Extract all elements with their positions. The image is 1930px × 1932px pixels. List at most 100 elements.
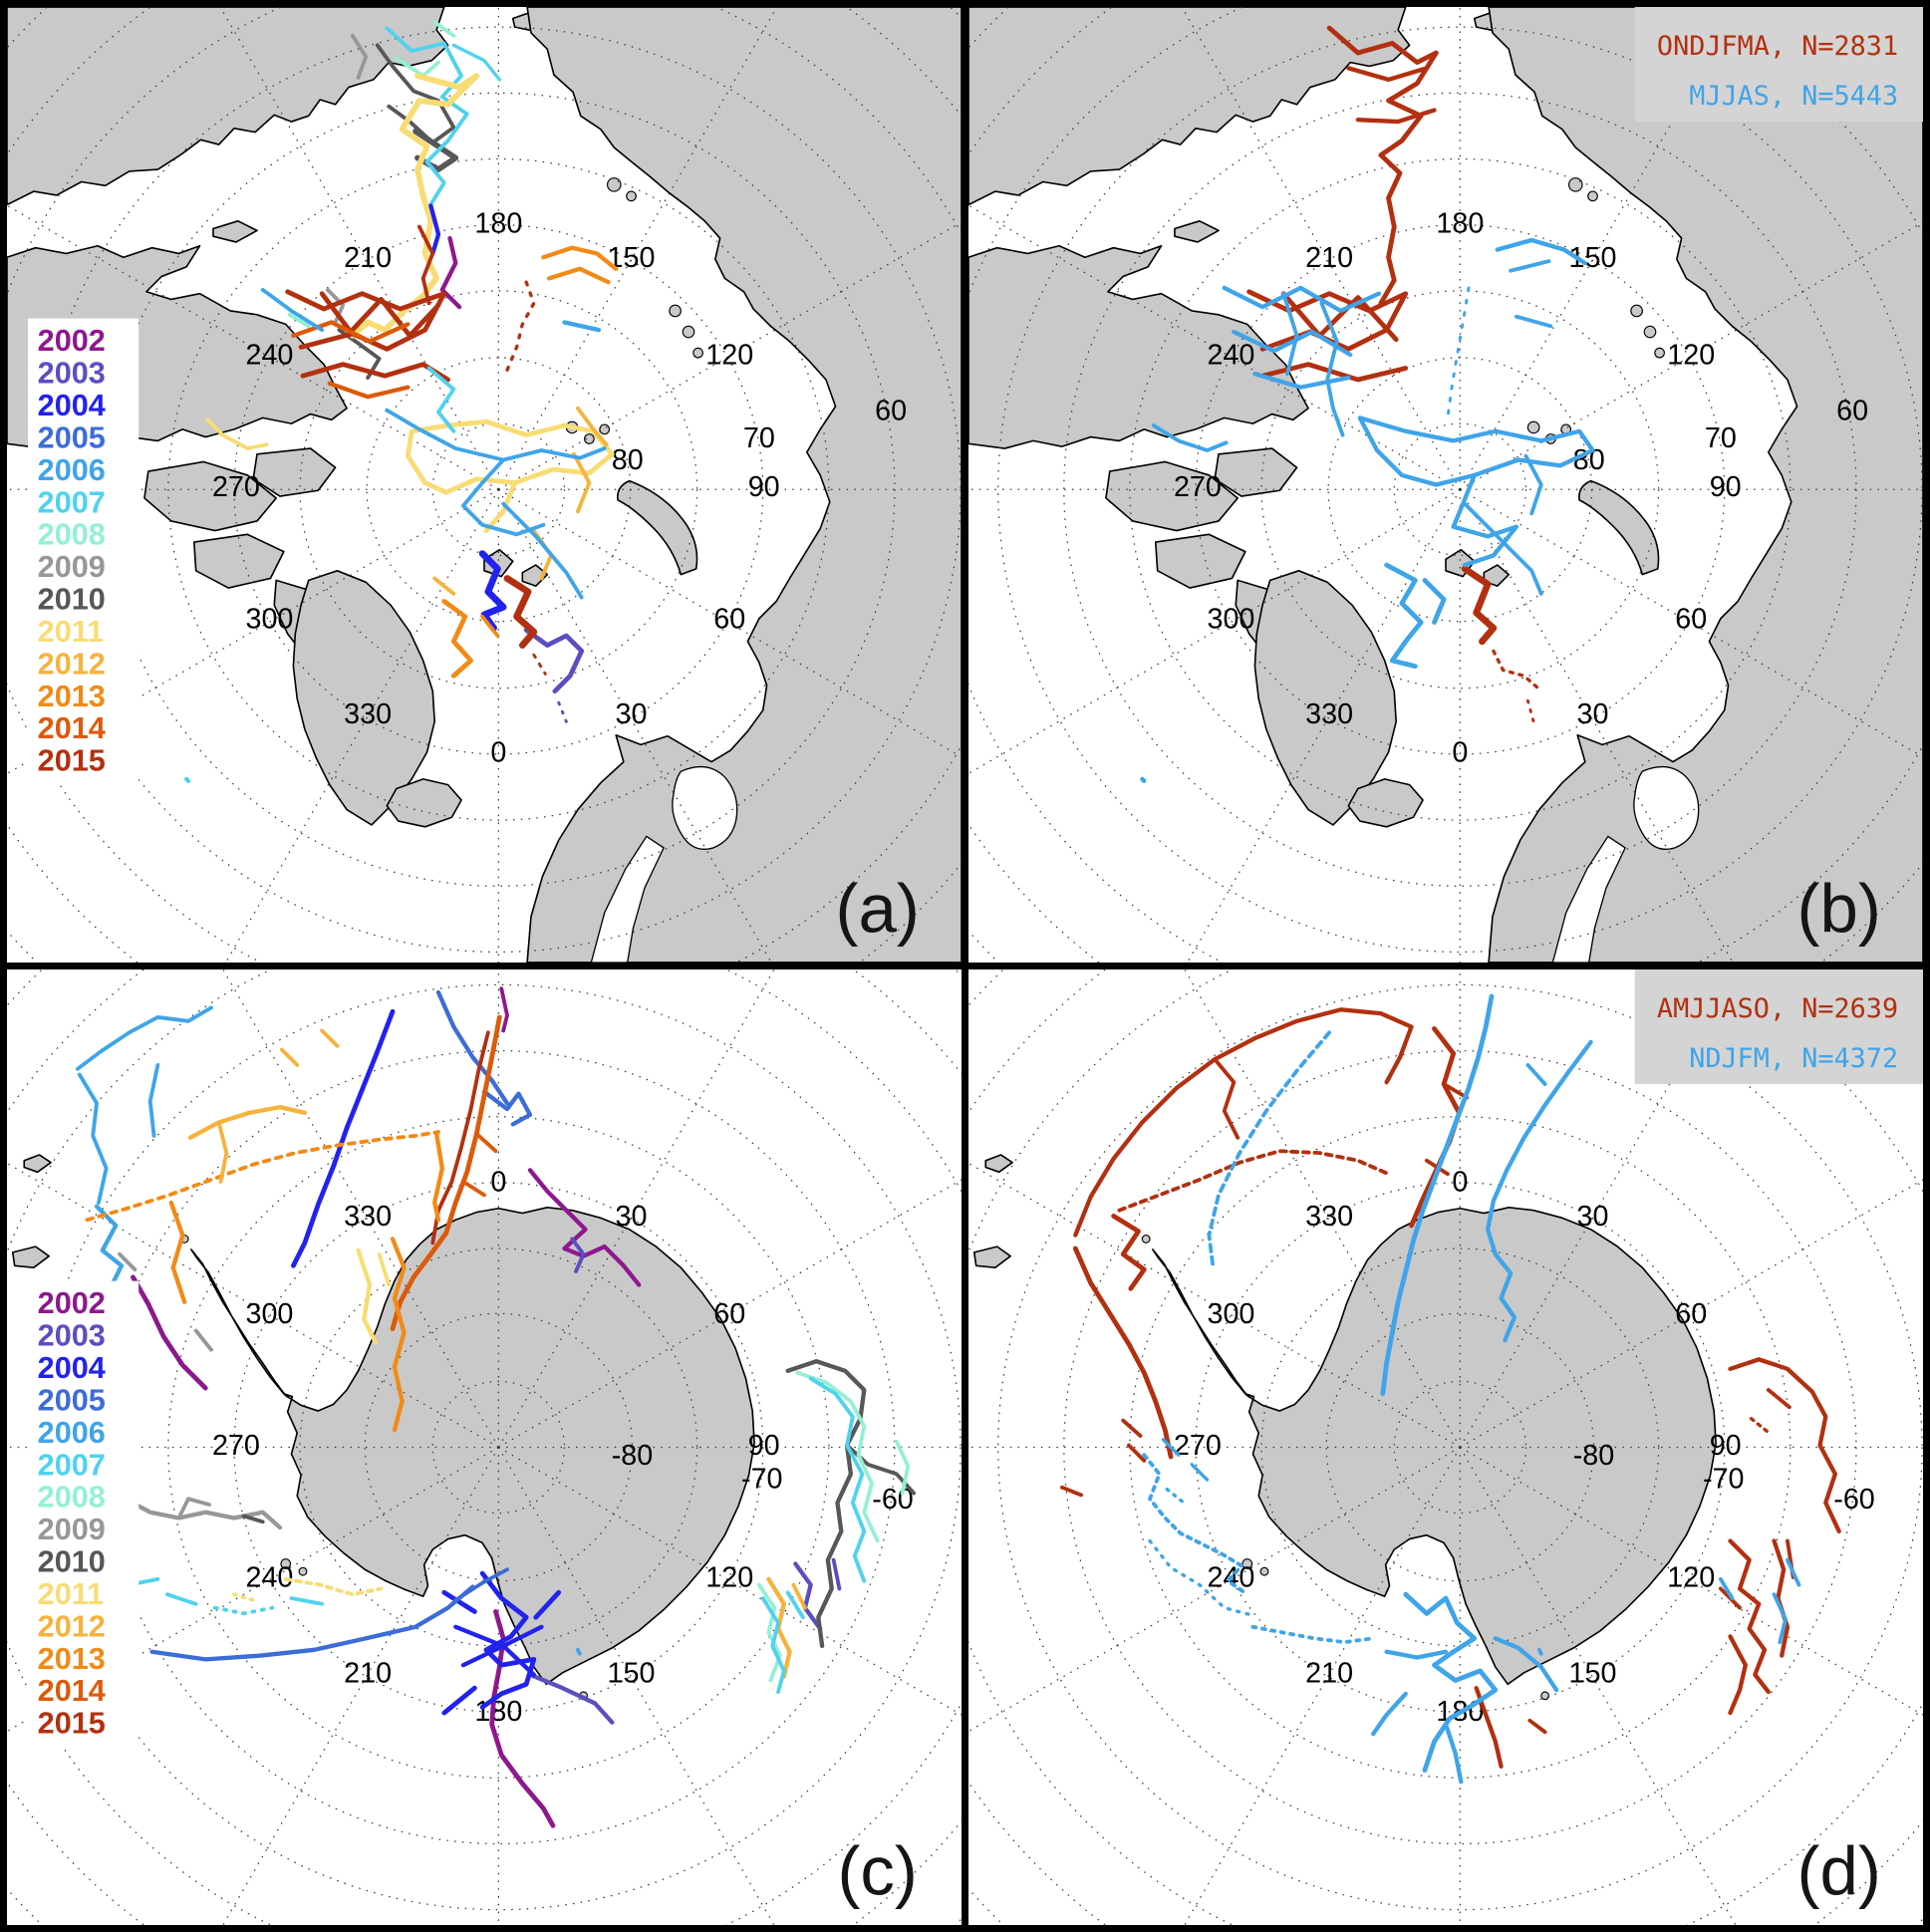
grid-label: 270 xyxy=(212,1430,260,1462)
track-summer xyxy=(1190,1463,1210,1482)
track-2007 xyxy=(212,1605,275,1616)
track-winter xyxy=(1072,1245,1174,1460)
grid-label: 150 xyxy=(608,1657,656,1689)
track-winter xyxy=(1766,1388,1792,1410)
track-2007 xyxy=(385,26,469,210)
grid-label: 120 xyxy=(1667,1562,1715,1594)
grid-label: 210 xyxy=(344,1657,392,1689)
track-2012 xyxy=(575,406,609,447)
track-2013 xyxy=(546,266,611,285)
track-summer xyxy=(1371,1691,1408,1737)
season-legend-entry: NDJFM, N=4372 xyxy=(1689,1043,1898,1074)
track-2008 xyxy=(795,1370,880,1543)
year-legend-entry: 2011 xyxy=(38,1577,104,1611)
track-summer xyxy=(1443,1722,1464,1785)
grid-label: 330 xyxy=(1305,698,1353,730)
track-2015 xyxy=(503,575,538,649)
grid-label: 300 xyxy=(245,603,293,635)
panel-letter: (a) xyxy=(836,870,920,947)
track-2013 xyxy=(85,1130,440,1223)
grid-label: -70 xyxy=(1703,1464,1745,1496)
track-2006 xyxy=(77,1072,109,1205)
track-2009 xyxy=(118,1251,138,1272)
track-summer xyxy=(1252,372,1351,390)
track-2006 xyxy=(461,457,546,537)
grid-label: 120 xyxy=(1667,340,1715,372)
graticule xyxy=(7,7,962,963)
track-2007 xyxy=(165,1592,198,1606)
year-legend-entry: 2013 xyxy=(38,1642,106,1676)
graticule xyxy=(968,7,1923,963)
small-island xyxy=(1526,420,1540,434)
grid-label: 0 xyxy=(1452,737,1468,769)
track-2014 xyxy=(474,1132,498,1154)
track-summer xyxy=(1380,993,1495,1397)
grid-label: 270 xyxy=(1174,471,1222,503)
track-winter xyxy=(1749,1417,1773,1436)
track-2006 xyxy=(260,287,325,333)
track-winter xyxy=(1728,1538,1771,1695)
track-summer xyxy=(1495,237,1588,266)
track-2003 xyxy=(570,1237,586,1273)
grid-label: 180 xyxy=(474,207,522,239)
grid-label: 90 xyxy=(1710,1430,1742,1462)
track-2007 xyxy=(760,1596,786,1694)
year-legend-entry: 2005 xyxy=(38,420,106,454)
track-2013 xyxy=(480,614,500,638)
panel-letter: (d) xyxy=(1797,1832,1881,1909)
year-legend-entry: 2006 xyxy=(38,1416,106,1450)
year-legend-entry: 2002 xyxy=(38,1286,106,1320)
track-summer xyxy=(1493,1636,1559,1693)
track-2012 xyxy=(320,1028,340,1048)
grid-label: 0 xyxy=(1452,1166,1468,1198)
track-2008 xyxy=(287,312,311,329)
track-2011 xyxy=(483,480,518,533)
track-summer xyxy=(1384,562,1424,670)
track-2011 xyxy=(283,1576,384,1597)
track-2007 xyxy=(426,366,456,433)
tracks xyxy=(183,20,619,783)
track-summer xyxy=(1493,1251,1517,1343)
polar-map-d: 0306090120150180210240270300330-80-70-60… xyxy=(968,969,1923,1925)
landmasses xyxy=(968,7,1923,963)
track-summer xyxy=(1463,501,1543,596)
grid-label: 70 xyxy=(1705,422,1737,454)
track-2002 xyxy=(131,1274,208,1391)
year-legend-entry: 2011 xyxy=(38,615,104,649)
track-winter xyxy=(1527,1718,1547,1735)
grid-label: 90 xyxy=(748,1430,780,1462)
year-legend: 2002200320042005200620072008200920102011… xyxy=(28,1280,139,1746)
polar-map-b: 1801501209060300330300270240210807060OND… xyxy=(968,7,1923,963)
track-winter xyxy=(1355,108,1437,125)
grid-label: 210 xyxy=(344,242,392,274)
small-island xyxy=(1630,304,1643,318)
grid-label: 60 xyxy=(1836,395,1868,426)
grid-label: 80 xyxy=(1573,444,1605,476)
grid-label: 240 xyxy=(245,340,293,372)
track-2007 xyxy=(289,1596,325,1606)
grid-label: 60 xyxy=(713,603,745,635)
track-summer xyxy=(1357,415,1595,487)
track-2013 xyxy=(390,1237,407,1433)
small-island xyxy=(669,304,682,318)
grid-label: 70 xyxy=(743,422,775,454)
grid-label: 60 xyxy=(713,1298,745,1330)
track-2012 xyxy=(216,1120,229,1184)
track-winter xyxy=(1728,1634,1748,1716)
track-2012 xyxy=(279,1047,300,1067)
grid-label: -60 xyxy=(872,1484,914,1516)
track-summer xyxy=(1165,1488,1189,1507)
grid-label: 330 xyxy=(344,1201,392,1233)
panel-c: 0 30 60 90 120 150 180 210 240 270 300 330 -80 -70 -60… xyxy=(7,969,962,1925)
grid-label: 300 xyxy=(1207,603,1254,635)
track-2006 xyxy=(562,320,602,333)
track-2010 xyxy=(375,43,456,145)
track-2003 xyxy=(793,1561,823,1631)
track-2014 xyxy=(327,381,411,400)
track-summer xyxy=(1403,1591,1499,1774)
track-2011 xyxy=(377,1251,392,1287)
grid-label: 330 xyxy=(1305,1201,1353,1233)
grid-label: 30 xyxy=(1577,1201,1609,1233)
year-legend-entry: 2009 xyxy=(38,1513,106,1546)
